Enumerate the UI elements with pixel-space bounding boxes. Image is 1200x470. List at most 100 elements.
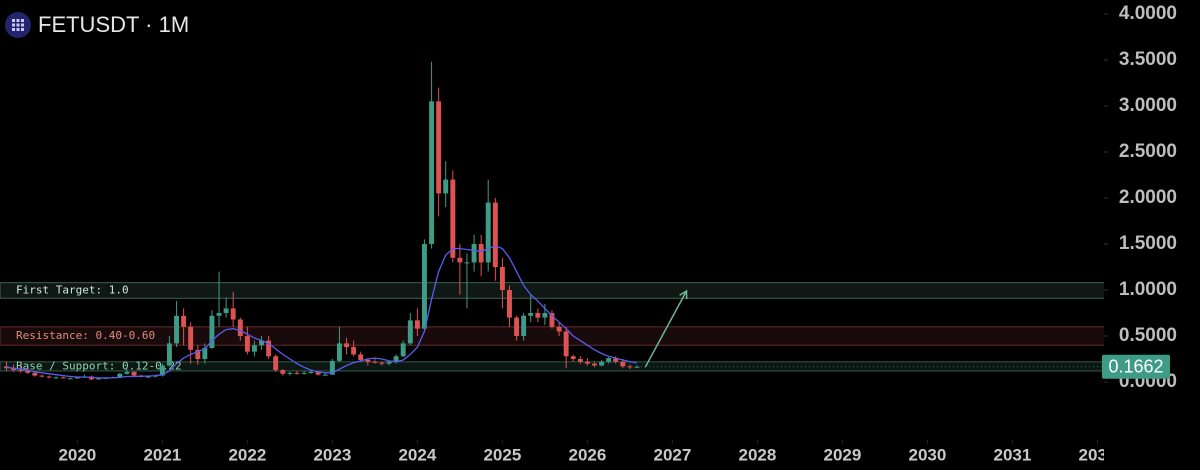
candle-body [443, 179, 449, 194]
x-tick-label: 2031 [994, 445, 1032, 464]
candle-body [591, 363, 597, 366]
x-tick-label: 2021 [143, 445, 181, 464]
candle-body [464, 262, 470, 264]
candle-body [117, 373, 123, 378]
candle-body [244, 336, 250, 352]
candle-body [301, 372, 307, 374]
zone-label: First Target: 1.0 [16, 283, 129, 296]
candle-body [273, 356, 279, 371]
y-tick-label: 2.0000 [1119, 187, 1177, 208]
x-tick-label: 2024 [398, 445, 436, 464]
candle-body [145, 376, 151, 378]
candle-body [606, 358, 612, 362]
candle-body [379, 362, 385, 364]
candle-body [436, 101, 442, 194]
candle-body [393, 356, 399, 362]
candle-body [386, 361, 392, 364]
last-price-label: 0.1662 [1108, 356, 1163, 376]
candle-body [570, 356, 576, 360]
candle-body [266, 340, 272, 357]
candle-body [223, 308, 229, 314]
x-tick-label: 2029 [824, 445, 862, 464]
candle-body [584, 361, 590, 364]
candle-body [577, 359, 583, 362]
y-tick-label: 2.5000 [1119, 141, 1177, 162]
candle-body [521, 315, 527, 337]
zone [0, 326, 1104, 346]
candle-body [599, 361, 605, 366]
candle-body [329, 360, 335, 375]
candle-body [450, 179, 456, 258]
candle-body [181, 315, 187, 327]
x-tick-label: 2030 [909, 445, 947, 464]
candle-body [67, 378, 73, 380]
candle-body [46, 376, 52, 378]
candle-body [556, 326, 562, 332]
candle-body [506, 290, 512, 318]
candle-body [620, 361, 626, 367]
candle-body [457, 257, 463, 263]
candle-body [549, 313, 555, 327]
x-tick-label: 2025 [483, 445, 521, 464]
x-tick-label: 2028 [739, 445, 777, 464]
x-tick-label: 2026 [568, 445, 606, 464]
candle-body [315, 371, 321, 375]
candle-body [528, 313, 534, 316]
chart-title: FETUSDT · 1M [38, 12, 189, 37]
candle-body [365, 359, 371, 362]
candle-body [74, 377, 80, 379]
candle-body [124, 371, 130, 374]
symbol-icon[interactable] [5, 12, 31, 38]
candle-body [174, 315, 180, 344]
x-tick-label: 2020 [58, 445, 96, 464]
candle-body [351, 347, 357, 355]
candle-body [188, 326, 194, 350]
candle-body [563, 331, 569, 357]
moving-average [6, 245, 638, 379]
candle-body [414, 320, 420, 329]
candle-body [358, 354, 364, 360]
x-tick-label: 2027 [653, 445, 691, 464]
candle-body [499, 267, 505, 291]
candle-body [613, 358, 619, 362]
candle-body [18, 370, 24, 372]
candle-body [287, 372, 293, 374]
candle-body [166, 343, 172, 366]
candle-body [372, 361, 378, 363]
candle-body [131, 371, 137, 376]
candle-body [478, 244, 484, 263]
candle-body [39, 375, 45, 377]
candle-body [429, 101, 435, 245]
candle-body [96, 378, 102, 380]
y-tick-label: 0.5000 [1119, 325, 1177, 346]
candle-body [11, 368, 17, 371]
candle-body [53, 377, 59, 379]
candle-body [251, 345, 257, 352]
zone-label: Base / Support: 0.12-0.22 [16, 359, 182, 372]
y-tick-label: 4.0000 [1119, 3, 1177, 24]
candle-body [195, 349, 201, 360]
candle-body [514, 317, 520, 337]
candle-body [485, 202, 491, 263]
candle-body [60, 377, 66, 379]
candle-body [202, 347, 208, 360]
zone [0, 282, 1104, 299]
y-tick-label: 1.5000 [1119, 233, 1177, 254]
projection-arrow [644, 289, 688, 368]
candle-body [471, 244, 477, 263]
candle-body [627, 366, 633, 368]
candle-body [542, 313, 548, 318]
y-tick-label: 3.5000 [1119, 49, 1177, 70]
candle-body [230, 308, 236, 320]
zone [0, 361, 1104, 372]
x-tick-label: 2023 [313, 445, 351, 464]
icon-dots [12, 19, 24, 31]
candle-body [308, 371, 314, 373]
candle-body [216, 313, 222, 316]
candle-body [336, 343, 342, 361]
candle-body [159, 365, 165, 376]
candle-body [492, 202, 498, 268]
candle-body [259, 340, 265, 346]
candle-body [322, 374, 328, 376]
